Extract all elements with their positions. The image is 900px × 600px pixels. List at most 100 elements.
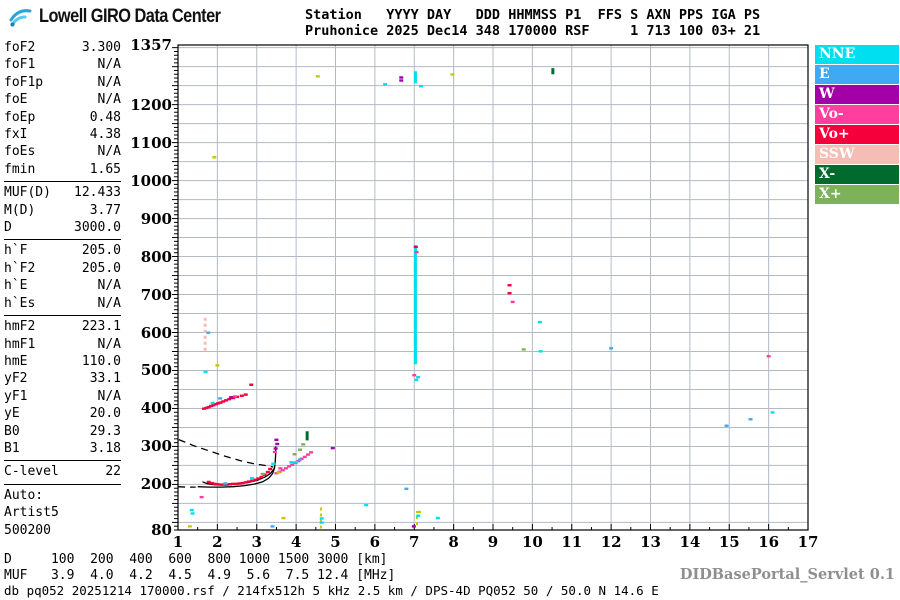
parameter-label: yF2 [4,371,28,387]
parameter-row: foF1p N/A [4,74,121,91]
echo-point [298,458,303,461]
echo-point [215,483,220,486]
y-tick-label: 300 [140,437,172,456]
parameter-row: hmF1 N/A [4,336,121,353]
y-tick-label: 800 [140,247,172,266]
echo-point [218,401,223,404]
parameter-row: hmE 110.0 [4,353,121,370]
echo-point [270,525,275,528]
x-tick-label: 5 [330,533,341,551]
parameter-value: 205.0 [81,260,121,276]
echo-point [249,383,254,386]
y-tick-label: 500 [140,361,172,380]
legend-item-vo+: Vo+ [815,125,899,144]
echo-point [435,516,440,520]
parameter-row: D 3000.0 [4,219,121,236]
x-tick-label: 13 [640,533,661,551]
parameter-section: C-level 22 [4,460,121,485]
echo-point [272,450,277,454]
x-tick-label: 10 [521,533,543,551]
echo-point [292,453,297,456]
parameter-row: foEs N/A [4,143,121,160]
parameter-row: C-level 22 [4,463,121,480]
echo-point [283,467,288,470]
legend-item-x-: X- [815,165,899,184]
echo-point [274,438,279,442]
parameter-row: yE 20.0 [4,405,121,422]
parameter-label: foF1p [4,74,44,90]
parameter-value: N/A [97,278,121,294]
echo-point [215,364,220,367]
y-tick-label: 80 [151,521,172,539]
echo-point [416,514,421,517]
parameter-value: 0.48 [89,109,121,125]
parameter-section: MUF(D) 12.433 M(D) 3.77 D 3000.0 [4,181,121,239]
echo-point [212,156,217,159]
echo-point [399,76,404,79]
parameter-row: yF1 N/A [4,388,121,405]
parameter-row: MUF(D) 12.433 [4,184,121,201]
echo-point [418,85,423,88]
echo-point [724,424,729,427]
x-tick-label: 15 [718,533,740,551]
echo-point [206,480,211,484]
parameter-value: 3.18 [89,440,121,456]
x-tick-label: 8 [448,533,459,551]
parameter-row: h`Es N/A [4,295,121,312]
echo-point [766,355,771,358]
legend-item-x+: X+ [815,185,899,204]
echo-point [187,525,192,528]
echo-point [240,481,245,485]
autoscaling-line: Artist5 [4,505,59,521]
watermark: DIDBasePortal_Servlet 0.1 [679,566,895,583]
muf-distance-table: D 100 200 400 600 800 1000 1500 3000 [km… [4,552,395,583]
parameter-label: h`F2 [4,260,36,276]
echo-point [199,495,204,499]
echo-point [275,442,280,446]
echo-point [237,482,242,485]
echo-point [537,320,542,324]
echo-point [507,292,512,295]
parameter-label: hmF1 [4,336,36,352]
echo-point [404,487,409,491]
parameter-row: foF2 3.300 [4,39,121,56]
echo-point [260,472,265,476]
echo-point [507,284,512,287]
parameter-row: foF1 N/A [4,56,121,73]
y-tick-label: 1100 [130,133,172,152]
parameter-value: 223.1 [81,319,121,335]
echo-point [221,400,226,403]
parameter-label: fxI [4,127,28,143]
parameter-label: foF1 [4,57,36,73]
echo-point [218,397,223,400]
y-tick-label: 400 [140,399,172,418]
echo-point [748,418,753,421]
parameter-row: foE N/A [4,91,121,108]
echo-point [416,510,421,514]
x-tick-label: 4 [290,533,302,551]
parameter-value: 3.300 [81,40,121,55]
parameter-row: foEp 0.48 [4,109,121,126]
ionogram-plot [172,44,809,531]
parameter-label: h`F [4,243,28,259]
giro-wave-icon [9,9,32,27]
x-tick-label: 7 [409,533,420,551]
echo-point [218,483,223,486]
parameter-value: N/A [97,295,121,311]
y-tick-label: 1000 [130,171,172,190]
echo-point [289,461,294,464]
echo-point [259,475,264,479]
parameter-label: foE [4,92,28,108]
logo-text: Lowell GIRO Data Center [39,6,221,27]
echo-point [203,370,208,374]
parameter-label: yF1 [4,388,28,404]
giro-logo: Lowell GIRO Data Center [8,6,250,28]
echo-point [450,73,455,76]
echo-point [319,521,324,524]
parameter-label: foF2 [4,40,36,55]
echo-point [510,300,515,304]
echo-point [280,468,285,472]
echo-point [216,402,221,405]
parameter-value: 1.65 [89,161,121,177]
echo-point [521,348,526,351]
